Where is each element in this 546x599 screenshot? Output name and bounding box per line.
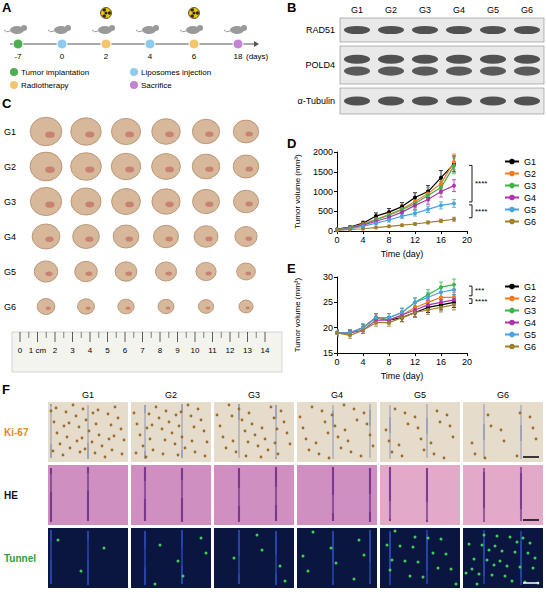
svg-text:***: *** (475, 286, 484, 295)
svg-text:16: 16 (436, 357, 446, 367)
svg-text:Sacrifice: Sacrifice (141, 81, 172, 90)
svg-text:14: 14 (261, 346, 270, 355)
svg-text:RAD51: RAD51 (306, 25, 335, 35)
svg-text:2: 2 (53, 346, 58, 355)
svg-text:15: 15 (323, 348, 333, 358)
svg-text:Tumor volume (mm³): Tumor volume (mm³) (293, 154, 302, 229)
svg-text:20: 20 (323, 323, 333, 333)
svg-text:20: 20 (462, 235, 472, 245)
svg-text:G6: G6 (4, 302, 16, 312)
svg-text:11: 11 (208, 346, 217, 355)
svg-text:Time (day): Time (day) (381, 249, 424, 259)
svg-text:G2: G2 (385, 5, 397, 15)
svg-text:Ki-67: Ki-67 (4, 427, 29, 438)
svg-text:0: 0 (328, 226, 333, 236)
svg-text:20: 20 (462, 357, 472, 367)
svg-text:G3: G3 (419, 5, 431, 15)
svg-text:G4: G4 (4, 232, 16, 242)
svg-text:G6: G6 (497, 390, 509, 400)
svg-text:9: 9 (175, 346, 180, 355)
svg-text:500: 500 (318, 206, 333, 216)
svg-text:G5: G5 (524, 205, 536, 215)
svg-text:2000: 2000 (313, 147, 333, 157)
svg-text:8: 8 (386, 235, 391, 245)
svg-text:G4: G4 (331, 390, 343, 400)
svg-text:B: B (287, 0, 296, 15)
svg-text:G1: G1 (524, 157, 536, 167)
svg-text:G3: G3 (524, 306, 536, 316)
svg-text:Radiotherapy: Radiotherapy (21, 81, 69, 90)
svg-text:G2: G2 (524, 294, 536, 304)
svg-text:0: 0 (18, 346, 23, 355)
svg-text:6: 6 (123, 346, 128, 355)
svg-text:G2: G2 (165, 390, 177, 400)
svg-text:G5: G5 (487, 5, 499, 15)
svg-text:G5: G5 (4, 267, 16, 277)
svg-text:F: F (2, 382, 10, 397)
svg-text:G1: G1 (4, 127, 16, 137)
svg-text:18: 18 (234, 52, 243, 61)
svg-text:G3: G3 (248, 390, 260, 400)
svg-text:0: 0 (60, 52, 65, 61)
svg-text:G4: G4 (524, 193, 536, 203)
svg-text:G2: G2 (4, 162, 16, 172)
svg-text:(days): (days) (246, 52, 269, 61)
svg-text:D: D (287, 136, 296, 151)
svg-text:25: 25 (323, 297, 333, 307)
svg-text:1 cm: 1 cm (29, 346, 47, 355)
svg-text:G4: G4 (453, 5, 465, 15)
svg-text:1500: 1500 (313, 167, 333, 177)
svg-text:G1: G1 (351, 5, 363, 15)
svg-text:12: 12 (226, 346, 235, 355)
svg-text:G5: G5 (524, 330, 536, 340)
svg-text:-7: -7 (14, 52, 22, 61)
svg-text:Time (day): Time (day) (381, 371, 424, 381)
svg-text:G4: G4 (524, 318, 536, 328)
svg-text:HE: HE (4, 490, 18, 501)
svg-text:12: 12 (410, 235, 420, 245)
svg-text:1000: 1000 (313, 187, 333, 197)
svg-text:C: C (2, 96, 12, 111)
svg-text:****: **** (475, 179, 487, 188)
svg-text:A: A (2, 0, 12, 15)
svg-text:****: **** (475, 207, 487, 216)
svg-text:Liposomes injection: Liposomes injection (141, 68, 211, 77)
svg-text:7: 7 (140, 346, 145, 355)
svg-text:G1: G1 (524, 282, 536, 292)
svg-text:4: 4 (360, 235, 365, 245)
svg-text:0: 0 (334, 235, 339, 245)
svg-text:G6: G6 (524, 217, 536, 227)
svg-text:****: **** (475, 297, 487, 306)
svg-text:13: 13 (243, 346, 252, 355)
svg-text:E: E (287, 261, 296, 276)
svg-text:G3: G3 (524, 181, 536, 191)
svg-text:5: 5 (105, 346, 110, 355)
svg-text:30: 30 (323, 272, 333, 282)
svg-text:12: 12 (410, 357, 420, 367)
svg-text:4: 4 (88, 346, 93, 355)
svg-text:G1: G1 (82, 390, 94, 400)
svg-text:Tumor implantation: Tumor implantation (21, 68, 89, 77)
svg-text:POLD4: POLD4 (305, 60, 335, 70)
svg-text:G5: G5 (414, 390, 426, 400)
svg-text:8: 8 (386, 357, 391, 367)
svg-text:G3: G3 (4, 197, 16, 207)
svg-text:Tunnel: Tunnel (4, 553, 36, 564)
svg-text:0: 0 (334, 357, 339, 367)
svg-text:G2: G2 (524, 169, 536, 179)
svg-text:α-Tubulin: α-Tubulin (298, 96, 335, 106)
svg-text:16: 16 (436, 235, 446, 245)
svg-text:2: 2 (104, 52, 109, 61)
svg-text:10: 10 (191, 346, 200, 355)
svg-text:3: 3 (70, 346, 75, 355)
svg-text:6: 6 (192, 52, 197, 61)
svg-text:G6: G6 (524, 342, 536, 352)
svg-text:4: 4 (360, 357, 365, 367)
svg-text:Tumor volume (mm³): Tumor volume (mm³) (293, 278, 302, 353)
svg-text:4: 4 (148, 52, 153, 61)
svg-text:G6: G6 (521, 5, 533, 15)
svg-text:8: 8 (158, 346, 163, 355)
